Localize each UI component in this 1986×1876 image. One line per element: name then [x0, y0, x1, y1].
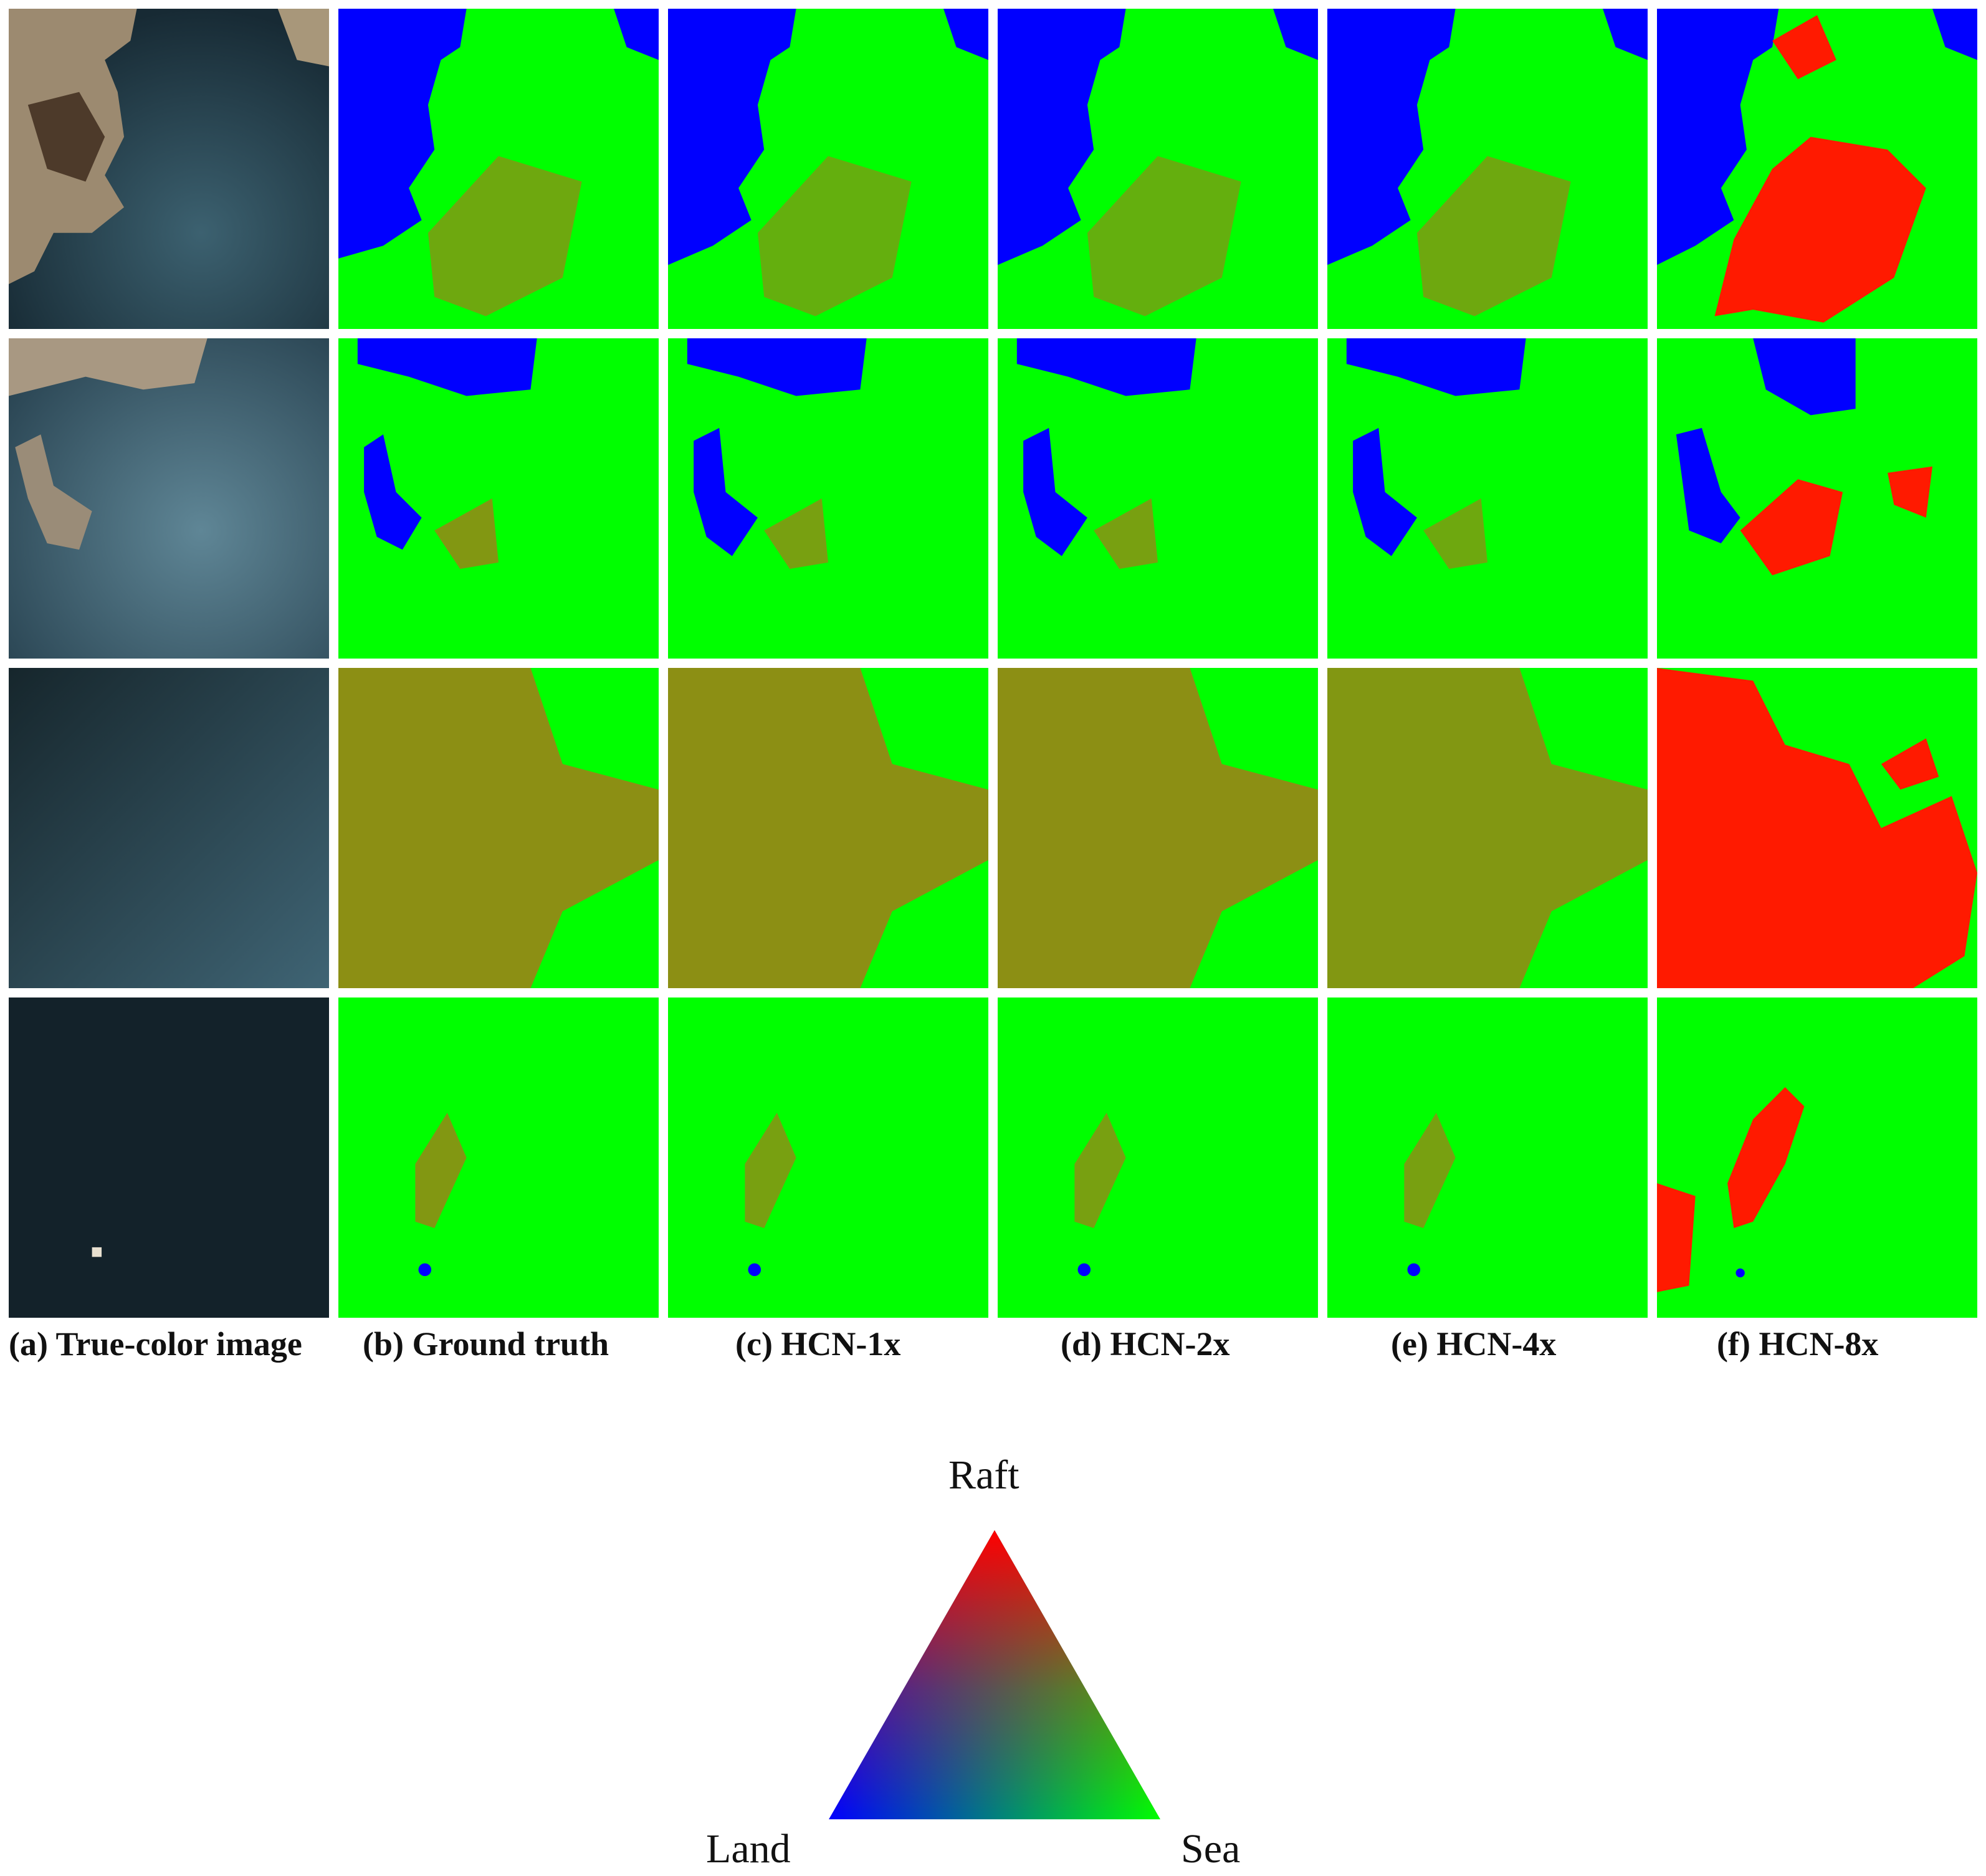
- row4-hcn-1x: [668, 998, 988, 1318]
- row3-hcn-4x: [1327, 668, 1648, 988]
- caption-hcn-4x: (e) HCN-4x: [1391, 1325, 1557, 1363]
- row1-hcn-1x: [668, 9, 988, 329]
- row2-ground-truth: [338, 338, 659, 659]
- caption-true-color: (a) True-color image: [9, 1325, 302, 1363]
- caption-hcn-1x: (c) HCN-1x: [735, 1325, 901, 1363]
- row2-hcn-4x: [1327, 338, 1648, 659]
- result-grid: [9, 9, 1977, 1318]
- legend-sea-label: Sea: [1181, 1826, 1241, 1872]
- row1-hcn-2x: [998, 9, 1318, 329]
- row1-hcn-8x: [1657, 9, 1977, 329]
- row2-hcn-1x: [668, 338, 988, 659]
- row1-true-color-image: [9, 9, 329, 329]
- row4-hcn-2x: [998, 998, 1318, 1318]
- row4-hcn-8x: [1657, 998, 1977, 1318]
- row3-hcn-2x: [998, 668, 1318, 988]
- row1-hcn-4x: [1327, 9, 1648, 329]
- legend-land-label: Land: [706, 1826, 791, 1872]
- caption-ground-truth: (b) Ground truth: [363, 1325, 609, 1363]
- ternary-legend: Raft Land Sea: [698, 1452, 1296, 1876]
- row3-true-color-image: [9, 668, 329, 988]
- caption-hcn-8x: (f) HCN-8x: [1717, 1325, 1879, 1363]
- row2-hcn-8x: [1657, 338, 1977, 659]
- legend-triangle: [829, 1530, 1160, 1819]
- row4-hcn-4x: [1327, 998, 1648, 1318]
- row4-ground-truth: [338, 998, 659, 1318]
- row1-ground-truth: [338, 9, 659, 329]
- row3-hcn-1x: [668, 668, 988, 988]
- row3-ground-truth: [338, 668, 659, 988]
- row3-hcn-8x: [1657, 668, 1977, 988]
- legend-raft-label: Raft: [948, 1452, 1019, 1498]
- caption-hcn-2x: (d) HCN-2x: [1061, 1325, 1230, 1363]
- row2-hcn-2x: [998, 338, 1318, 659]
- row2-true-color-image: [9, 338, 329, 659]
- row4-true-color-image: [9, 998, 329, 1318]
